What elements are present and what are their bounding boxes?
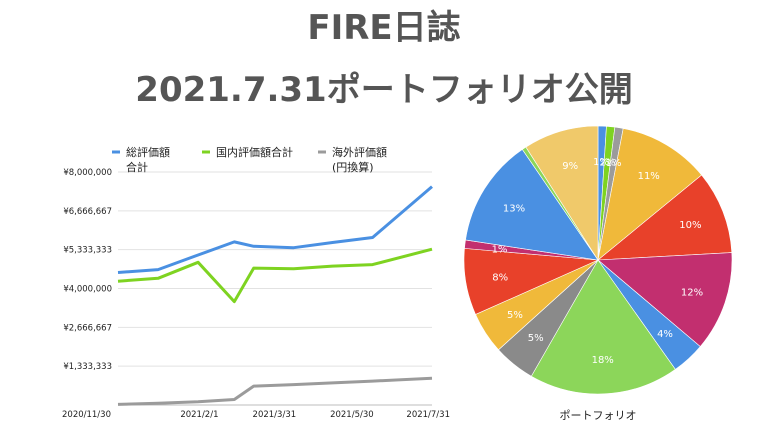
- legend-label: 合計: [126, 160, 148, 174]
- pie-slice-label: 11%: [638, 171, 660, 182]
- pie-slice-label: 10%: [679, 220, 701, 231]
- x-tick-label: 2021/7/31: [406, 410, 450, 420]
- pie-slice-label: 4%: [657, 329, 673, 340]
- pie-slice-label: 8%: [492, 272, 508, 283]
- x-tick-label: 2021/2/1: [180, 410, 218, 420]
- pie-slices: [463, 125, 733, 395]
- y-tick-label: ¥4,000,000: [63, 285, 112, 295]
- legend-label: 国内評価額合計: [216, 145, 293, 159]
- page-title: FIRE日誌: [307, 8, 461, 48]
- pie-labels: 1%2%1%11%10%12%4%18%5%5%8%1%13%9%: [492, 157, 704, 366]
- line-chart-grid: [118, 171, 432, 406]
- legend-label: 総評価額: [126, 145, 170, 159]
- pie-slice-label: 9%: [562, 161, 578, 172]
- pie-slice-label: 2%: [599, 157, 615, 168]
- x-tick-label: 2020/11/30: [62, 410, 111, 420]
- pie-slice-label: 1%: [606, 158, 622, 169]
- pie-slice: [530, 259, 676, 395]
- pie-slice: [597, 174, 733, 261]
- pie-slice-label: 5%: [528, 333, 544, 344]
- pie-slice-label: 12%: [681, 288, 703, 299]
- pie-slice: [597, 128, 703, 261]
- y-tick-label: ¥8,000,000: [63, 168, 112, 178]
- x-tick-label: 2021/5/30: [330, 410, 374, 420]
- pie-slice-label: 13%: [503, 203, 525, 214]
- series-line-2: [117, 376, 433, 406]
- x-tick-label: 2021/3/31: [253, 410, 297, 420]
- series-line-1: [117, 247, 433, 304]
- pie-slice: [597, 252, 733, 348]
- y-tick-label: ¥5,333,333: [63, 246, 112, 256]
- pie-slice-label: 18%: [592, 355, 614, 366]
- pie-caption: ポートフォリオ: [560, 409, 637, 422]
- pie-slice-label: 1%: [492, 244, 508, 255]
- pie-slice-label: 1%: [593, 157, 609, 168]
- pie-slice: [465, 148, 599, 261]
- page-subtitle: 2021.7.31ポートフォリオ公開: [135, 70, 633, 110]
- pie-slice: [525, 125, 599, 262]
- y-tick-label: ¥2,666,667: [63, 323, 112, 333]
- y-tick-label: ¥1,333,333: [63, 362, 112, 372]
- series-line-0: [117, 185, 433, 274]
- line-chart-series: [117, 185, 433, 406]
- pie-slice-label: 5%: [507, 310, 523, 321]
- line-chart-x-ticks: 2020/11/30 2021/2/1 2021/3/31 2021/5/30 2021…: [62, 410, 450, 420]
- line-chart-y-ticks: ¥1,333,333 ¥2,666,667 ¥4,000,000 ¥5,333,333…: [63, 168, 112, 372]
- y-tick-label: ¥6,666,667: [63, 207, 112, 217]
- legend-label: 海外評価額: [332, 145, 387, 159]
- legend-label: (円換算): [332, 160, 374, 174]
